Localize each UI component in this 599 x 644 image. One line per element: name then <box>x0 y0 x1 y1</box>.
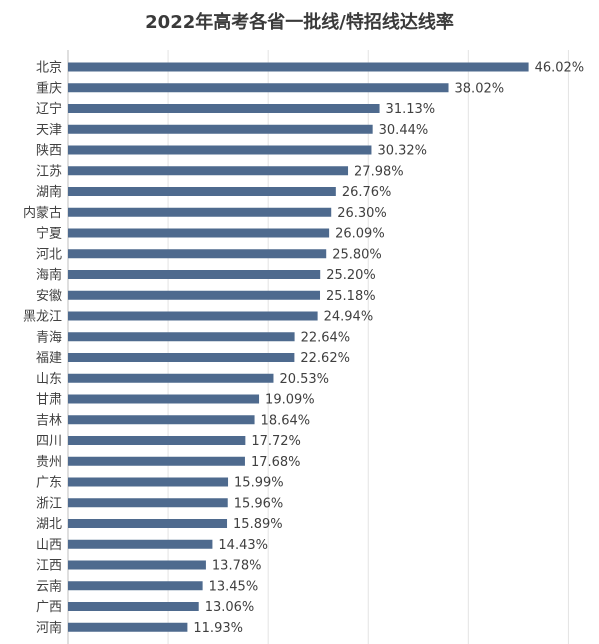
value-label: 17.72% <box>251 434 301 449</box>
value-label: 19.09% <box>265 393 315 408</box>
category-label: 广东 <box>36 476 62 491</box>
bar <box>68 477 229 487</box>
bar <box>68 270 321 279</box>
category-label: 黑龙江 <box>23 310 62 325</box>
bar <box>68 83 449 93</box>
value-label: 24.94% <box>324 310 374 325</box>
bar <box>68 353 295 362</box>
category-label: 山西 <box>36 538 62 553</box>
bar <box>68 622 188 632</box>
category-label: 四川 <box>36 434 62 449</box>
category-label: 吉林 <box>36 413 62 428</box>
category-label: 广西 <box>36 600 62 615</box>
bar <box>68 290 321 300</box>
category-label: 内蒙古 <box>23 205 62 221</box>
bar <box>68 332 295 342</box>
bar <box>68 373 274 383</box>
value-label: 15.99% <box>234 476 284 491</box>
bar <box>68 560 206 570</box>
value-label: 26.76% <box>342 185 392 200</box>
value-label: 18.64% <box>261 413 311 428</box>
bar <box>68 124 373 134</box>
category-label: 浙江 <box>36 496 62 511</box>
bar <box>68 187 336 196</box>
bar <box>68 539 213 549</box>
category-label: 重庆 <box>36 80 62 96</box>
bar <box>68 436 246 445</box>
category-label: 湖南 <box>36 184 62 200</box>
value-label: 25.20% <box>326 268 376 283</box>
value-label: 20.53% <box>279 372 329 387</box>
category-label: 江西 <box>36 559 62 574</box>
value-label: 15.96% <box>234 496 284 511</box>
category-label: 江苏 <box>36 163 62 179</box>
bar <box>68 62 529 72</box>
value-label: 13.06% <box>205 600 255 615</box>
category-label: 云南 <box>36 578 62 594</box>
chart-title: 2022年高考各省一批线/特招线达线率 <box>145 12 454 33</box>
category-label: 贵州 <box>36 455 62 470</box>
category-label: 福建 <box>36 351 62 366</box>
bar <box>68 394 260 404</box>
category-label: 北京 <box>36 61 62 76</box>
value-label: 22.62% <box>300 351 350 366</box>
category-label: 安徽 <box>36 289 62 304</box>
category-label: 青海 <box>36 330 62 345</box>
bar <box>68 456 245 466</box>
category-label: 河北 <box>36 247 62 262</box>
bar <box>68 207 332 217</box>
value-label: 31.13% <box>386 102 436 117</box>
value-label: 13.78% <box>212 559 262 574</box>
bar <box>68 104 380 113</box>
value-label: 17.68% <box>251 455 301 470</box>
category-label: 甘肃 <box>36 393 62 408</box>
value-label: 25.18% <box>326 289 376 304</box>
value-label: 30.44% <box>379 123 429 138</box>
bar <box>68 166 349 176</box>
bar <box>68 602 199 611</box>
bar <box>68 581 203 591</box>
category-label: 湖北 <box>36 517 62 532</box>
category-label: 海南 <box>36 267 62 283</box>
category-label: 山东 <box>36 372 62 387</box>
category-label: 陕西 <box>36 144 62 159</box>
value-label: 25.80% <box>332 247 382 262</box>
value-label: 11.93% <box>193 621 243 636</box>
value-label: 26.09% <box>335 227 385 242</box>
value-label: 46.02% <box>535 61 585 76</box>
bar <box>68 228 330 238</box>
value-label: 14.43% <box>218 538 268 553</box>
value-label: 30.32% <box>377 144 427 159</box>
category-label: 辽宁 <box>36 101 62 117</box>
bar <box>68 311 318 321</box>
category-label: 宁夏 <box>36 226 62 242</box>
bar <box>68 519 228 528</box>
value-label: 26.30% <box>337 206 387 221</box>
bar <box>68 498 228 508</box>
bar <box>68 415 255 425</box>
value-label: 27.98% <box>354 164 404 179</box>
category-label: 河南 <box>36 620 62 636</box>
value-label: 15.89% <box>233 517 283 532</box>
value-label: 13.45% <box>209 579 259 594</box>
category-label: 天津 <box>36 123 62 138</box>
bar <box>68 145 372 155</box>
bar <box>68 249 327 259</box>
value-label: 38.02% <box>455 81 505 96</box>
value-label: 22.64% <box>301 330 351 345</box>
